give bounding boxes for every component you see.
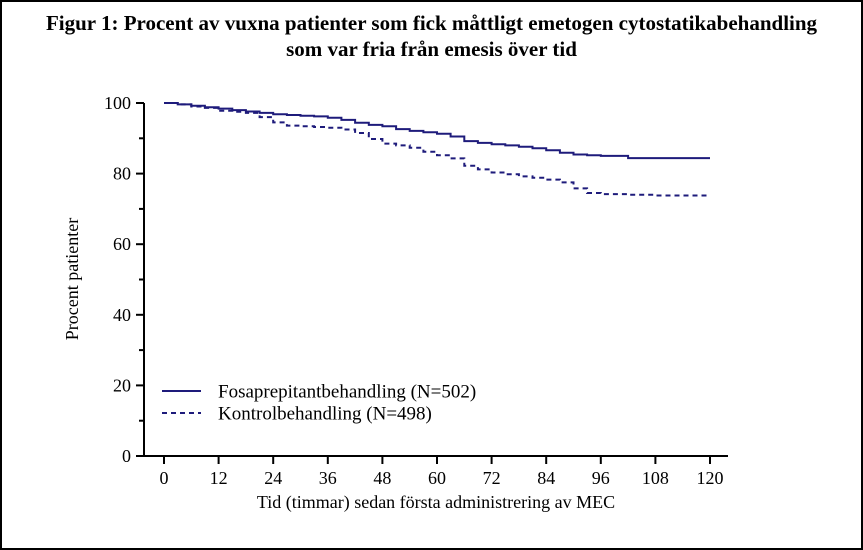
legend-label-fosaprepitant: Fosaprepitantbehandling (N=502) bbox=[218, 382, 476, 403]
y-tick-label: 100 bbox=[104, 93, 131, 113]
tick-labels: 0 20 40 60 80 100 0 12 24 36 48 60 72 84 96 108 120 bbox=[104, 93, 724, 488]
axes bbox=[136, 102, 728, 464]
figure-title-line1: Figur 1: Procent av vuxna patienter som … bbox=[45, 11, 818, 35]
x-tick-label: 72 bbox=[483, 468, 501, 488]
x-tick-label: 96 bbox=[592, 468, 610, 488]
y-tick-label: 20 bbox=[113, 375, 131, 395]
x-tick-label: 84 bbox=[537, 468, 555, 488]
figure-title-line2: som var fria från emesis över tid bbox=[286, 37, 577, 61]
y-tick-label: 0 bbox=[122, 446, 131, 466]
x-tick-label: 60 bbox=[428, 468, 446, 488]
legend-label-kontrol: Kontrolbehandling (N=498) bbox=[218, 404, 432, 425]
y-tick-label: 40 bbox=[113, 305, 131, 325]
x-tick-label: 48 bbox=[373, 468, 391, 488]
y-axis-label: Procent patienter bbox=[62, 218, 82, 340]
survival-curves bbox=[164, 102, 710, 197]
legend: Fosaprepitantbehandling (N=502) Kontrolb… bbox=[162, 382, 476, 425]
x-tick-label: 36 bbox=[319, 468, 337, 488]
x-axis-label: Tid (timmar) sedan första administrering… bbox=[257, 492, 615, 513]
x-tick-label: 108 bbox=[642, 468, 669, 488]
x-tick-label: 120 bbox=[697, 468, 724, 488]
x-tick-label: 12 bbox=[210, 468, 228, 488]
y-tick-label: 80 bbox=[113, 164, 131, 184]
y-tick-label: 60 bbox=[113, 234, 131, 254]
curve-kontrol bbox=[164, 102, 710, 197]
x-tick-label: 0 bbox=[160, 468, 169, 488]
figure-title: Figur 1: Procent av vuxna patienter som … bbox=[2, 10, 861, 62]
x-tick-label: 24 bbox=[264, 468, 282, 488]
